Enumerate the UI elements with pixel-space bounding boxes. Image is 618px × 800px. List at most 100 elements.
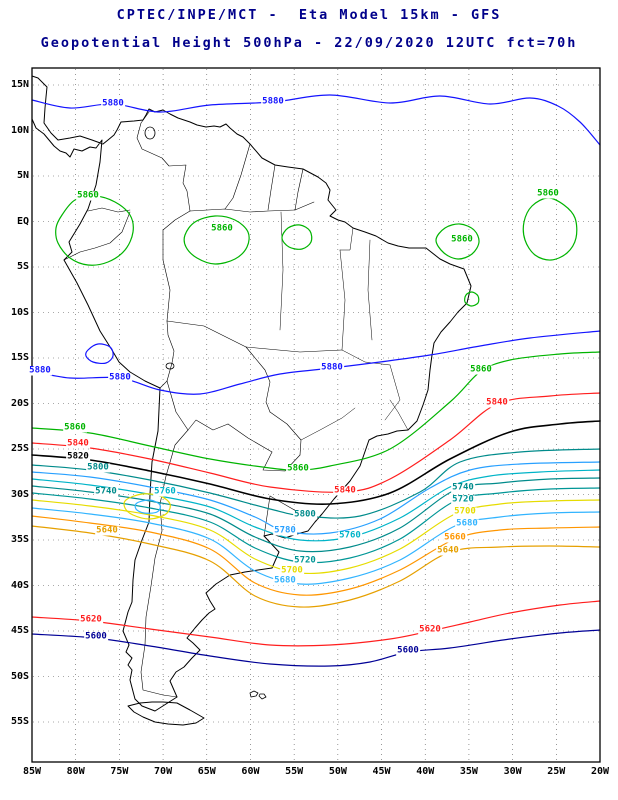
contour-label-5700: 5700 [280, 565, 304, 576]
contour-line-5780 [31, 461, 601, 535]
map-frame [31, 67, 601, 763]
falkland-islands [249, 690, 267, 700]
contour-line-5880 [85, 343, 114, 365]
contour-line-5700 [123, 493, 171, 520]
contour-label-5800: 5800 [86, 462, 110, 473]
lat-label-15S: 15S [10, 352, 29, 363]
lat-label-10N: 10N [10, 124, 29, 136]
lon-label-65W: 65W [197, 766, 216, 777]
lon-label-25W: 25W [547, 766, 566, 777]
contour-label-5620: 5620 [418, 624, 442, 635]
lat-label-25S: 25S [10, 443, 29, 454]
contour-line-5860 [435, 223, 480, 260]
lat-label-45S: 45S [10, 625, 29, 636]
contour-label-5600: 5600 [84, 631, 108, 642]
contour-label-5600: 5600 [396, 645, 420, 656]
contour-line-5860 [55, 195, 134, 266]
contour-label-5860: 5860 [469, 364, 493, 375]
contour-label-5640: 5640 [436, 545, 460, 556]
lat-label-EQ: EQ [16, 215, 29, 227]
contour-label-5820: 5820 [66, 451, 90, 462]
contour-label-5740: 5740 [451, 482, 475, 493]
contour-line-5600 [31, 629, 601, 667]
contour-label-5840: 5840 [333, 485, 357, 496]
contour-label-5640: 5640 [95, 525, 119, 536]
contour-label-5760: 5760 [338, 530, 362, 541]
lat-label-55S: 55S [10, 716, 29, 727]
lon-label-60W: 60W [241, 766, 260, 777]
contour-line-5640 [31, 525, 601, 608]
contour-label-5760: 5760 [153, 486, 177, 497]
chart-title-line1: CPTEC/INPE/MCT - Eta Model 15km - GFS [116, 7, 502, 23]
lat-lon-grid [33, 69, 599, 761]
contour-line-5680 [31, 507, 601, 585]
contour-lines-layer [31, 94, 601, 667]
contour-line-5880 [31, 330, 601, 395]
contour-label-5680: 5680 [455, 518, 479, 529]
contour-line-5840 [31, 392, 601, 493]
contour-label-5660: 5660 [443, 532, 467, 543]
contour-line-5720 [31, 487, 601, 564]
contour-line-5860 [281, 224, 313, 250]
contour-label-5880: 5880 [261, 96, 285, 107]
contour-label-5860: 5860 [286, 463, 310, 474]
contour-label-5700: 5700 [453, 506, 477, 517]
contour-line-5820 [31, 420, 601, 506]
contour-label-5740: 5740 [94, 486, 118, 497]
contour-label-5780: 5780 [273, 525, 297, 536]
contour-label-5680: 5680 [273, 575, 297, 586]
lat-label-5N: 5N [16, 170, 29, 181]
contour-line-5620 [31, 600, 601, 647]
contour-label-5720: 5720 [293, 555, 317, 566]
lat-label-30S: 30S [10, 488, 29, 500]
lon-label-20W: 20W [590, 766, 610, 777]
contour-label-5880: 5880 [28, 365, 52, 376]
lat-label-10S: 10S [10, 306, 29, 318]
contour-label-5880: 5880 [320, 362, 344, 373]
contour-label-5860: 5860 [76, 190, 100, 201]
lon-label-85W: 85W [22, 766, 42, 777]
lat-label-15N: 15N [10, 79, 29, 90]
tierra-del-fuego-island [127, 701, 205, 726]
lat-label-40S: 40S [10, 579, 29, 591]
chart-title-line2: Geopotential Height 500hPa - 22/09/2020 … [40, 35, 578, 51]
contour-label-5720: 5720 [451, 494, 475, 505]
contour-label-5860: 5860 [536, 188, 560, 199]
contour-label-5840: 5840 [66, 438, 90, 449]
contour-label-5840: 5840 [485, 397, 509, 408]
lon-label-30W: 30W [503, 766, 522, 777]
contour-label-5880: 5880 [101, 98, 125, 109]
country-borders [63, 111, 315, 698]
lake-maracaibo [144, 126, 156, 140]
lat-label-5S: 5S [16, 261, 29, 272]
contour-label-5800: 5800 [293, 509, 317, 520]
geography-layer [31, 75, 472, 726]
lon-label-50W: 50W [328, 766, 347, 777]
state-borders [245, 211, 409, 441]
contour-label-5860: 5860 [210, 223, 234, 234]
contour-line-5760 [31, 469, 601, 542]
lon-label-75W: 75W [110, 766, 129, 777]
contour-line-5700 [31, 499, 601, 575]
lon-label-35W: 35W [459, 766, 478, 777]
lat-label-50S: 50S [10, 670, 29, 682]
lon-label-55W: 55W [285, 766, 304, 777]
contour-line-5800 [31, 448, 601, 519]
contour-label-5880: 5880 [108, 372, 132, 383]
contour-line-5860 [183, 215, 250, 265]
contour-label-5860: 5860 [63, 422, 87, 433]
lon-label-40W: 40W [416, 766, 435, 777]
lat-label-35S: 35S [10, 534, 29, 545]
lon-label-80W: 80W [66, 766, 85, 777]
contour-line-5660 [31, 515, 601, 596]
contour-line-5680 [134, 499, 161, 514]
contour-label-5860: 5860 [450, 234, 474, 245]
contour-line-5860 [464, 291, 480, 307]
contour-label-5620: 5620 [79, 614, 103, 625]
contour-line-5860 [31, 351, 601, 471]
lon-label-70W: 70W [154, 766, 173, 777]
lat-label-20S: 20S [10, 397, 29, 409]
